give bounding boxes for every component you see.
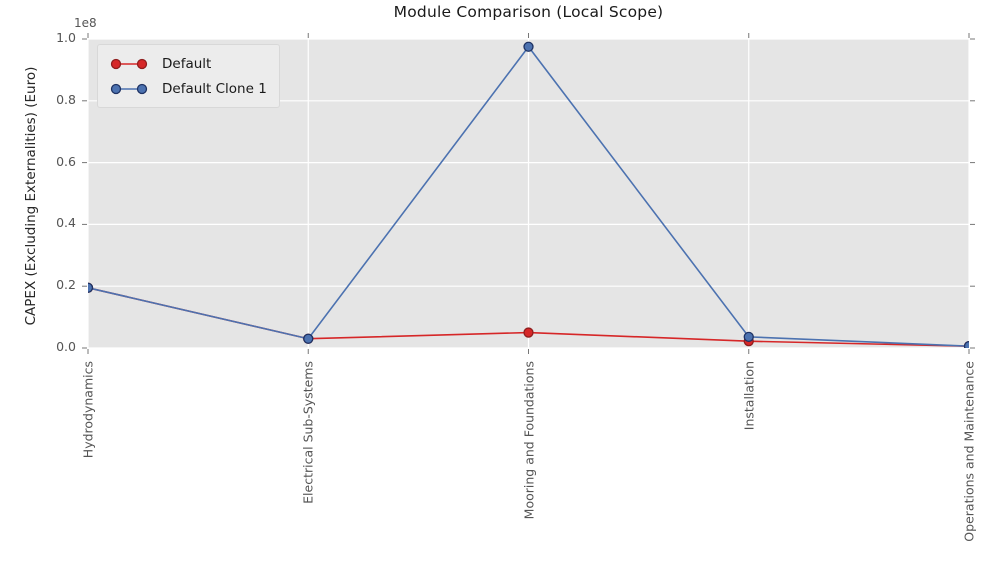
ytick-2: 0.4 — [56, 215, 76, 231]
legend-label-default-clone-1: Default Clone 1 — [162, 80, 267, 97]
data-point-marker — [88, 282, 94, 293]
legend-item-default: Default — [106, 51, 267, 76]
legend-label-default: Default — [162, 55, 212, 72]
gridlines — [87, 38, 970, 349]
data-point-marker — [743, 331, 754, 343]
legend-item-default-clone-1: Default Clone 1 — [106, 76, 267, 101]
legend-key-default-marker — [110, 58, 148, 69]
ytick-4: 0.8 — [56, 91, 76, 107]
ytick-1: 0.2 — [56, 277, 76, 293]
legend: Default Default Clone 1 — [97, 44, 280, 108]
tick-marks — [82, 33, 975, 354]
series-default-clone-1 — [88, 41, 969, 348]
data-point-marker — [963, 340, 969, 348]
chart-title: Module Comparison (Local Scope) — [393, 3, 664, 21]
legend-key-default-clone-1-marker — [110, 83, 148, 94]
ytick-5: 1.0 — [56, 30, 76, 45]
data-point-marker — [523, 41, 534, 52]
ytick-3: 0.6 — [56, 153, 76, 169]
data-point-marker — [303, 333, 314, 344]
y-axis-offset-text: 1e8 — [74, 16, 97, 30]
data-point-marker — [523, 327, 534, 338]
ytick-0: 0.0 — [56, 339, 76, 354]
